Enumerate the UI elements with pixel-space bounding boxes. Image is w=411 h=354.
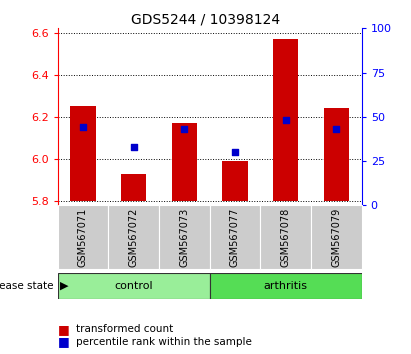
Text: GDS5244 / 10398124: GDS5244 / 10398124	[131, 12, 280, 27]
Point	[130, 144, 137, 150]
Bar	[70, 106, 95, 201]
Bar	[222, 161, 247, 201]
Bar	[210, 205, 260, 269]
Text: GSM567078: GSM567078	[281, 207, 291, 267]
Text: arthritis: arthritis	[263, 281, 308, 291]
Text: GSM567071: GSM567071	[78, 207, 88, 267]
Text: GSM567073: GSM567073	[179, 207, 189, 267]
Bar	[108, 205, 159, 269]
Bar	[260, 205, 311, 269]
Point	[282, 118, 289, 123]
Text: ■: ■	[58, 323, 69, 336]
Text: GSM567077: GSM567077	[230, 207, 240, 267]
Text: GSM567072: GSM567072	[129, 207, 139, 267]
Text: disease state: disease state	[0, 281, 53, 291]
Text: control: control	[114, 281, 153, 291]
Text: ■: ■	[58, 335, 69, 348]
Text: percentile rank within the sample: percentile rank within the sample	[76, 337, 252, 347]
Text: ▶: ▶	[60, 281, 68, 291]
Bar	[311, 205, 362, 269]
Bar	[273, 39, 298, 201]
Bar	[121, 174, 146, 201]
Bar	[159, 205, 210, 269]
Text: transformed count: transformed count	[76, 324, 173, 334]
Point	[181, 126, 187, 132]
Point	[232, 149, 238, 155]
Bar	[172, 123, 197, 201]
Bar	[58, 273, 210, 299]
Text: GSM567079: GSM567079	[331, 207, 341, 267]
Point	[80, 125, 86, 130]
Bar	[324, 108, 349, 201]
Bar	[58, 205, 108, 269]
Point	[333, 126, 339, 132]
Bar	[210, 273, 362, 299]
